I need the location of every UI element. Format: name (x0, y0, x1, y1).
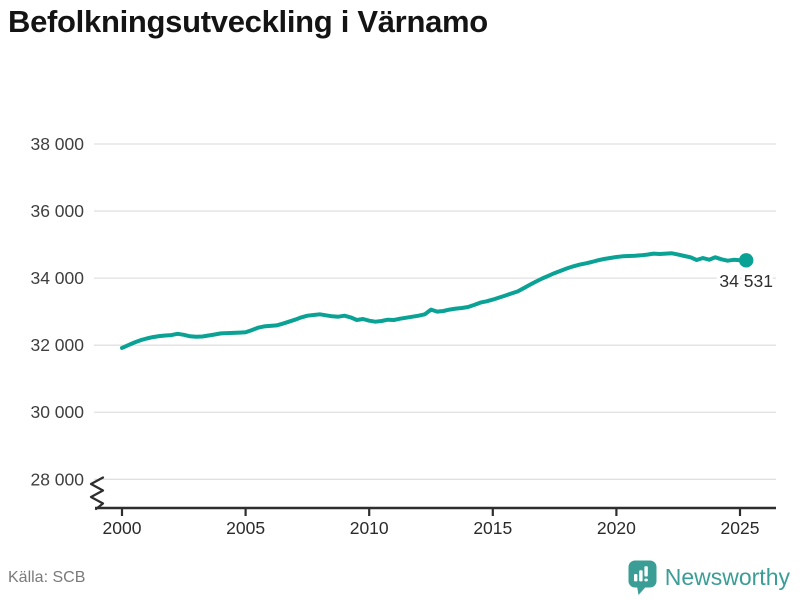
latest-value-label: 34 531 (719, 271, 773, 291)
page-title: Befolkningsutveckling i Värnamo (8, 4, 488, 39)
y-tick-label: 30 000 (30, 402, 84, 422)
x-tick-label: 2010 (350, 518, 389, 538)
y-tick-label: 36 000 (30, 201, 84, 221)
latest-point-dot (738, 253, 754, 268)
y-tick-label: 34 000 (30, 268, 84, 288)
brand-name: Newsworthy (664, 564, 790, 590)
y-tick-label: 32 000 (30, 335, 84, 355)
x-tick-label: 2000 (103, 518, 142, 538)
x-tick-label: 2020 (597, 518, 636, 538)
x-tick-label: 2025 (721, 518, 760, 538)
newsworthy-logo[interactable]: Newsworthy (627, 559, 790, 596)
x-tick-label: 2015 (473, 518, 512, 538)
y-tick-label: 38 000 (30, 134, 84, 154)
source-note: Källa: SCB (8, 569, 86, 586)
population-line (120, 251, 749, 350)
y-axis-break-icon (89, 476, 105, 511)
y-tick-label: 28 000 (30, 469, 84, 489)
newsworthy-logo-icon (628, 560, 657, 595)
x-tick-label: 2005 (226, 518, 265, 538)
